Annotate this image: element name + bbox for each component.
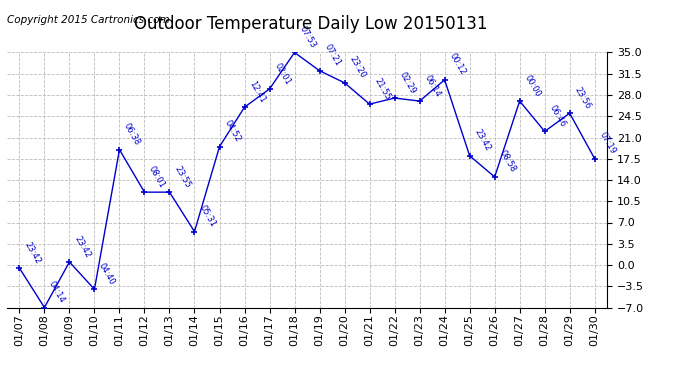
Text: 23:42: 23:42 <box>72 234 92 259</box>
Text: 07:19: 07:19 <box>598 131 617 156</box>
Text: 07:21: 07:21 <box>322 43 342 68</box>
Text: 08:58: 08:58 <box>497 149 518 174</box>
Text: 02:29: 02:29 <box>397 70 417 95</box>
Text: 23:56: 23:56 <box>573 85 592 110</box>
Text: 12:41: 12:41 <box>247 79 267 104</box>
Text: 00:12: 00:12 <box>447 52 467 77</box>
Text: 05:31: 05:31 <box>197 204 217 229</box>
Text: 23:42: 23:42 <box>22 240 42 265</box>
Text: 23:42: 23:42 <box>473 128 492 153</box>
Text: 06:14: 06:14 <box>422 73 442 98</box>
Text: 23:20: 23:20 <box>347 55 367 80</box>
Text: 07:53: 07:53 <box>297 24 317 50</box>
Text: 06:46: 06:46 <box>547 104 567 129</box>
Text: Outdoor Temperature Daily Low 20150131: Outdoor Temperature Daily Low 20150131 <box>134 15 487 33</box>
Text: 21:55: 21:55 <box>373 76 392 101</box>
Text: 23:55: 23:55 <box>172 164 192 189</box>
Text: 02:01: 02:01 <box>273 61 292 86</box>
Text: 04:40: 04:40 <box>97 261 117 286</box>
Text: 00:00: 00:00 <box>522 73 542 98</box>
Text: 08:01: 08:01 <box>147 164 167 189</box>
Text: 06:38: 06:38 <box>122 122 142 147</box>
Text: 04:52: 04:52 <box>222 119 242 144</box>
Text: 04:14: 04:14 <box>47 280 67 305</box>
Text: Copyright 2015 Cartronics.com: Copyright 2015 Cartronics.com <box>7 15 170 25</box>
